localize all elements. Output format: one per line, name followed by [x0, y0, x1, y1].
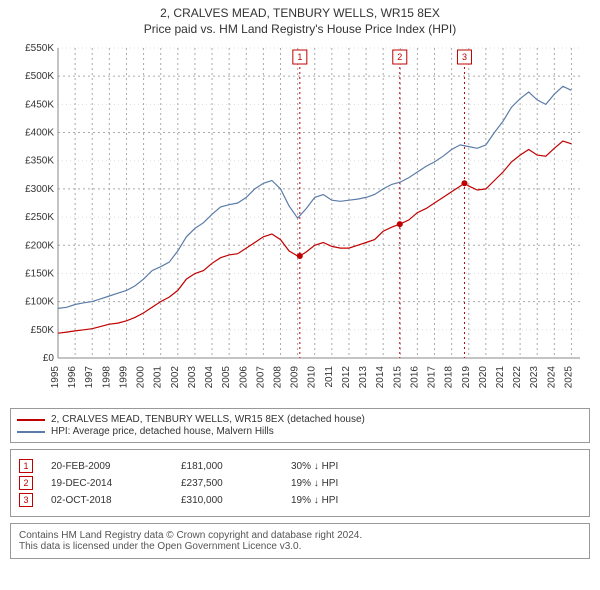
- svg-text:2006: 2006: [238, 366, 249, 389]
- svg-text:1998: 1998: [101, 366, 112, 389]
- svg-text:2005: 2005: [221, 366, 232, 389]
- svg-text:£450K: £450K: [25, 99, 54, 110]
- svg-text:1999: 1999: [118, 366, 129, 389]
- event-marker: 3: [19, 493, 33, 507]
- svg-text:2019: 2019: [461, 366, 472, 389]
- svg-text:2016: 2016: [409, 366, 420, 389]
- svg-text:£100K: £100K: [25, 297, 54, 308]
- event-price: £181,000: [181, 461, 291, 472]
- svg-text:2010: 2010: [307, 366, 318, 389]
- svg-text:2008: 2008: [272, 366, 283, 389]
- svg-text:2002: 2002: [170, 366, 181, 389]
- svg-text:£300K: £300K: [25, 184, 54, 195]
- svg-text:£350K: £350K: [25, 156, 54, 167]
- svg-text:2023: 2023: [529, 366, 540, 389]
- svg-text:2018: 2018: [444, 366, 455, 389]
- svg-text:£200K: £200K: [25, 240, 54, 251]
- svg-text:£50K: £50K: [31, 325, 55, 336]
- event-row: 3 02-OCT-2018£310,00019% ↓ HPI: [19, 493, 581, 507]
- event-delta: 19% ↓ HPI: [291, 478, 338, 489]
- legend-swatch: [17, 419, 45, 421]
- legend-item: 2, CRALVES MEAD, TENBURY WELLS, WR15 8EX…: [17, 414, 583, 425]
- event-marker: 2: [19, 476, 33, 490]
- svg-text:2011: 2011: [324, 366, 335, 388]
- svg-text:1996: 1996: [67, 366, 78, 389]
- event-row: 2 19-DEC-2014£237,50019% ↓ HPI: [19, 476, 581, 490]
- legend-swatch: [17, 431, 45, 433]
- legend-item: HPI: Average price, detached house, Malv…: [17, 426, 583, 437]
- svg-text:2014: 2014: [375, 366, 386, 389]
- page-title: 2, CRALVES MEAD, TENBURY WELLS, WR15 8EX: [10, 6, 590, 20]
- svg-text:2015: 2015: [392, 366, 403, 389]
- footer-line: Contains HM Land Registry data © Crown c…: [19, 530, 581, 541]
- svg-text:2: 2: [397, 52, 402, 62]
- svg-text:£400K: £400K: [25, 128, 54, 139]
- svg-text:2017: 2017: [427, 366, 438, 389]
- event-date: 19-DEC-2014: [51, 478, 181, 489]
- event-date: 20-FEB-2009: [51, 461, 181, 472]
- svg-text:2021: 2021: [495, 366, 506, 389]
- svg-text:2025: 2025: [563, 366, 574, 389]
- events-table: 1 20-FEB-2009£181,00030% ↓ HPI 2 19-DEC-201…: [10, 449, 590, 517]
- svg-text:2004: 2004: [204, 366, 215, 389]
- event-date: 02-OCT-2018: [51, 495, 181, 506]
- svg-text:2009: 2009: [290, 366, 301, 389]
- svg-text:1: 1: [297, 52, 302, 62]
- svg-text:2000: 2000: [136, 366, 147, 389]
- svg-text:2022: 2022: [512, 366, 523, 389]
- event-price: £237,500: [181, 478, 291, 489]
- svg-text:£150K: £150K: [25, 268, 54, 279]
- svg-text:2007: 2007: [255, 366, 266, 389]
- svg-text:3: 3: [462, 52, 467, 62]
- svg-text:2020: 2020: [478, 366, 489, 389]
- svg-text:2001: 2001: [153, 366, 164, 389]
- svg-text:£550K: £550K: [25, 43, 54, 54]
- page-subtitle: Price paid vs. HM Land Registry's House …: [10, 22, 590, 36]
- svg-text:£500K: £500K: [25, 71, 54, 82]
- svg-text:2013: 2013: [358, 366, 369, 389]
- event-delta: 19% ↓ HPI: [291, 495, 338, 506]
- svg-text:£250K: £250K: [25, 212, 54, 223]
- svg-text:1995: 1995: [50, 366, 61, 389]
- footer-attribution: Contains HM Land Registry data © Crown c…: [10, 523, 590, 559]
- event-price: £310,000: [181, 495, 291, 506]
- event-marker: 1: [19, 459, 33, 473]
- svg-text:2012: 2012: [341, 366, 352, 389]
- legend-label: HPI: Average price, detached house, Malv…: [51, 426, 274, 437]
- svg-text:1997: 1997: [84, 366, 95, 389]
- price-chart: £50K £150K £250K £350K £450K £550K £0 £100K £200…: [10, 42, 590, 402]
- legend-label: 2, CRALVES MEAD, TENBURY WELLS, WR15 8EX…: [51, 414, 365, 425]
- svg-text:£0: £0: [43, 353, 55, 364]
- legend: 2, CRALVES MEAD, TENBURY WELLS, WR15 8EX…: [10, 408, 590, 443]
- svg-text:2024: 2024: [546, 366, 557, 389]
- footer-line: This data is licensed under the Open Gov…: [19, 541, 581, 552]
- svg-text:2003: 2003: [187, 366, 198, 389]
- event-row: 1 20-FEB-2009£181,00030% ↓ HPI: [19, 459, 581, 473]
- event-delta: 30% ↓ HPI: [291, 461, 338, 472]
